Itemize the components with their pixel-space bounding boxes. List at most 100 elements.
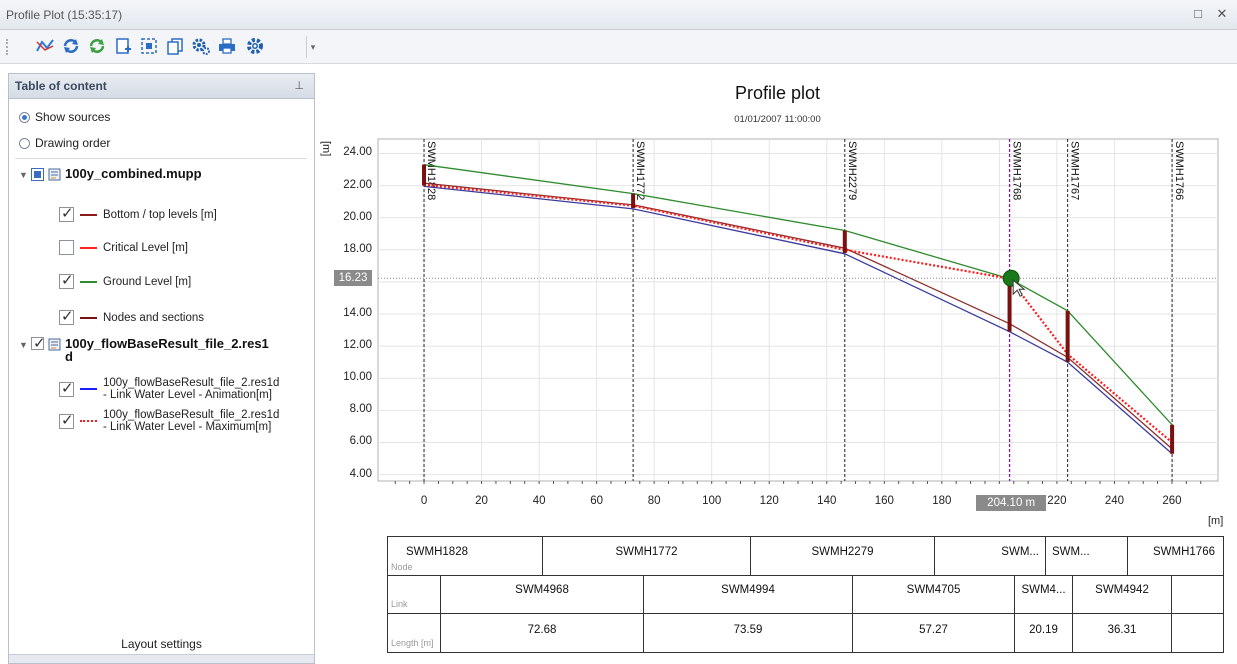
length-cell: 72.68 [440,613,644,652]
node-section-bar [1065,310,1070,363]
restore-window-button[interactable]: □ [1194,6,1202,21]
refresh-icon[interactable] [60,35,82,57]
layer-label: Bottom / top levels [m] [103,208,217,221]
y-tick-label: 20.00 [343,210,372,223]
node-section-bar [631,193,636,209]
toc-divider [15,158,307,159]
layer-bottom-top-levels[interactable]: Bottom / top levels [m] [59,204,217,222]
y-tick-label: 22.00 [343,178,372,191]
print-icon[interactable] [216,35,238,57]
x-tick-label: 80 [647,495,661,507]
toolbar-overflow-dropdown[interactable]: ▾ [306,36,319,58]
layer-ground-level[interactable]: Ground Level [m] [59,271,191,289]
profile-chart[interactable]: SWMH1828 SWMH1772 SWMH2279 SWMH1768 SWMH1767… [318,73,1237,533]
legend-swatch [80,280,97,283]
layer-checkbox[interactable] [59,379,74,397]
toolbar-grip[interactable] [6,39,12,55]
group-100y-combined[interactable]: ▼ 100y_combined.mupp [19,167,202,181]
x-tick-label: 20 [475,495,488,507]
gears-icon[interactable] [190,35,212,57]
link-cell: SWM4... [1015,575,1073,613]
show-sources-option[interactable]: Show sources [19,110,110,124]
drawing-order-option[interactable]: Drawing order [19,136,110,150]
plot-subtitle: 01/01/2007 11:00:00 [734,114,821,125]
y-tick-label: 6.00 [349,435,372,448]
group-flow-base-result[interactable]: ▼ 100y_flowBaseResult_file_2.res1 d [19,334,269,363]
series-line [423,185,1173,455]
collapse-arrow-icon[interactable]: ▼ [19,340,28,350]
x-tick-label: 220 [1047,495,1067,507]
close-window-button[interactable]: ✕ [1216,6,1228,21]
legend-swatch [80,388,97,390]
layer-label: Nodes and sections [103,311,205,324]
length-cell: 36.31 [1073,613,1172,652]
copy-icon[interactable] [164,35,186,57]
link-cell: SWM4994 [644,575,853,613]
layer-nodes-and-sections[interactable]: Nodes and sections [59,307,205,325]
add-page-icon[interactable] [112,35,134,57]
node-section-bar [1007,278,1012,332]
node-label: SWMH1766 [1173,141,1185,200]
toc-title: Table of content [15,79,107,93]
node-section-bar [422,164,427,186]
layer-file-icon [48,338,61,351]
drawing-order-radio[interactable] [19,137,30,149]
cursor-y-readout: 16.23 [334,270,372,287]
cursor-x-readout: 204.10 m [976,495,1047,511]
x-tick-label: 100 [702,495,722,507]
y-tick-label: 8.00 [349,403,372,416]
collapse-arrow-icon[interactable]: ▼ [19,170,28,180]
node-cell: SWM... [935,537,1046,575]
row-label-node: Node [391,562,413,572]
layer-link-water-level-animation[interactable]: 100y_flowBaseResult_file_2.res1d - Link … [59,377,279,401]
x-tick-label: 240 [1104,495,1125,507]
layer-checkbox[interactable] [59,307,74,325]
y-tick-label: 14.00 [343,307,372,319]
x-tick-label: 40 [532,495,546,507]
layer-checkbox[interactable] [59,271,74,289]
layer-link-water-level-maximum[interactable]: 100y_flowBaseResult_file_2.res1d - Link … [59,409,279,433]
y-tick-label: 12.00 [343,339,372,352]
y-tick-label: 10.00 [343,371,372,384]
plot-frame [377,138,1219,482]
panel-resize-handle[interactable] [9,654,314,663]
layer-checkbox[interactable] [59,411,74,429]
x-tick-label: 60 [590,495,604,507]
length-cell: 57.27 [853,613,1015,652]
x-tick-label: 0 [420,495,428,507]
settings-icon[interactable] [244,35,266,57]
series-line [423,182,1173,450]
drawing-order-label: Drawing order [35,136,111,150]
layout-settings-tab[interactable]: Layout settings [121,637,202,651]
y-tick-label: 18.00 [343,242,372,255]
node-label: SWMH1772 [634,141,646,200]
layer-label: 100y_flowBaseResult_file_2.res1d - Link … [103,377,279,401]
node-cell: SWMH1828 [388,537,543,575]
plot-title: Profile plot [734,83,821,103]
group-checkbox-partial[interactable] [31,168,44,181]
table-row-divider [388,613,1223,614]
node-cell: SWM... [1046,537,1128,575]
table-row-divider [388,575,1223,576]
row-label-length: Length [m] [391,638,434,648]
mouse-pointer-icon [1012,279,1026,297]
node-cell: SWMH1772 [543,537,751,575]
zoom-extent-icon[interactable] [138,35,160,57]
x-tick-label: 160 [874,495,894,507]
layer-label-line2: - Link Water Level - Maximum[m] [103,421,272,433]
node-label: SWMH1768 [1011,141,1023,200]
toolbar: ▾ [0,30,1237,64]
y-tick-label: 4.00 [349,467,372,480]
group-checkbox[interactable] [31,334,46,352]
layer-checkbox[interactable] [59,240,74,255]
link-cell: SWM4942 [1073,575,1172,613]
layer-checkbox[interactable] [59,204,74,222]
layer-critical-level[interactable]: Critical Level [m] [59,240,188,255]
group-label-line1: 100y_flowBaseResult_file_2.res1 [65,336,269,351]
sync-icon[interactable] [86,35,108,57]
window-titlebar: Profile Plot (15:35:17) □ ✕ [0,0,1237,30]
pin-icon[interactable]: ⊥ [294,80,304,92]
layer-label-line2: - Link Water Level - Animation[m] [103,389,272,401]
show-sources-radio[interactable] [19,111,30,123]
profile-path-icon[interactable] [34,35,56,57]
